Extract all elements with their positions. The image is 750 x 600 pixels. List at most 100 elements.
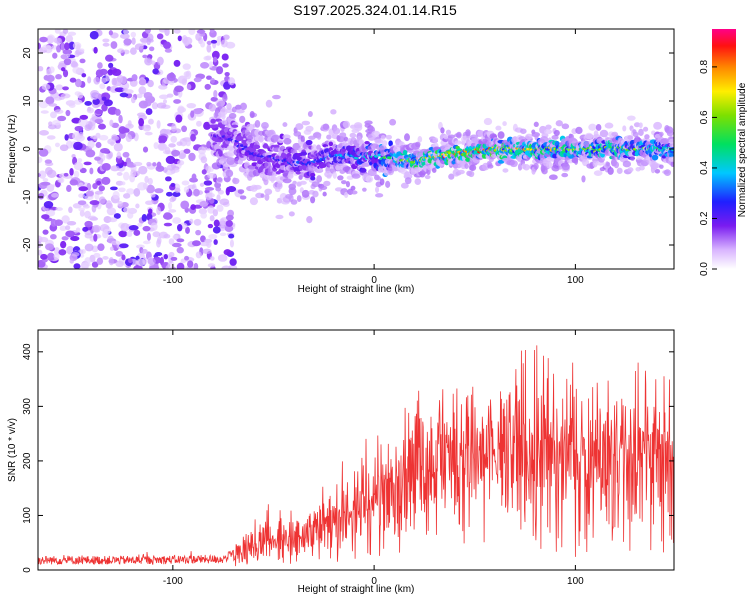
spectrogram-cell xyxy=(389,118,397,126)
spectrogram-cell xyxy=(68,103,76,108)
spectrogram-cell xyxy=(64,134,69,141)
spectrogram-cell xyxy=(323,180,331,187)
snr-frame xyxy=(37,329,675,571)
spectrogram-cell xyxy=(581,175,586,183)
spectrogram-cell xyxy=(260,193,265,198)
spectrogram-cell xyxy=(174,85,184,93)
spectrogram-cell xyxy=(156,206,161,216)
spectrogram-cell xyxy=(66,184,72,192)
spectrogram-cell xyxy=(216,204,224,212)
spectrogram-cell xyxy=(228,112,237,119)
spectrogram-cell xyxy=(659,164,664,169)
spectrogram-cell xyxy=(115,250,124,257)
spectrogram-cell xyxy=(195,251,202,259)
spectrogram-cell xyxy=(630,156,635,161)
spectrogram-cell xyxy=(322,123,330,130)
spectrogram-cell xyxy=(344,191,349,199)
spectrogram-cell xyxy=(150,193,156,198)
spectrogram-cell xyxy=(93,46,98,54)
spectrogram-cell xyxy=(101,176,111,185)
spectrogram-cell xyxy=(91,204,97,213)
spectrogram-cell xyxy=(94,190,104,195)
spectrogram-cell xyxy=(349,132,357,139)
spectrogram-cell xyxy=(254,119,261,128)
spectrogram-cell xyxy=(232,177,237,184)
spectrogram-cell xyxy=(431,167,437,173)
spectrogram-cell xyxy=(224,225,234,233)
spectrogram-cell xyxy=(176,141,183,146)
spectrogram-cell xyxy=(187,184,196,190)
spectrogram-cell xyxy=(38,192,45,200)
spectrogram-cell xyxy=(301,120,311,126)
spectrogram-cell xyxy=(227,150,235,158)
spectrogram-cell xyxy=(174,187,181,193)
spectrogram-cell xyxy=(109,246,115,251)
spectrogram-cell xyxy=(414,178,422,185)
spectrogram-cell xyxy=(140,248,148,254)
spectrogram-cell xyxy=(46,183,55,192)
spectrogram-cell xyxy=(70,61,79,69)
spectrogram-cell xyxy=(545,124,552,130)
spectrogram-cell xyxy=(295,123,304,130)
spectrogram-cell xyxy=(59,144,69,152)
spectrogram-cell xyxy=(111,134,118,140)
spectrogram-cell xyxy=(203,180,213,186)
spectrogram-cell xyxy=(107,69,114,76)
spectrogram-cell xyxy=(74,49,80,58)
spectrogram-cell xyxy=(180,200,190,210)
spectrogram-cell xyxy=(84,232,93,239)
spectrogram-cell xyxy=(110,165,120,172)
spectrogram-cell xyxy=(264,193,270,201)
spectrogram-cell xyxy=(82,226,89,232)
spectrogram-cell xyxy=(163,41,172,50)
snr-y-tick-label: 300 xyxy=(22,398,33,415)
spectrogram-cell xyxy=(207,263,216,268)
spectrogram-cell xyxy=(137,182,147,191)
spectrogram-cell xyxy=(102,42,110,47)
spectrogram-cell xyxy=(185,70,192,80)
spectrogram-cell xyxy=(575,126,583,135)
spectrogram-cell xyxy=(48,103,58,107)
spectrogram-cell xyxy=(158,231,169,239)
spectrogram-cell xyxy=(172,191,181,197)
spectrogram-cell xyxy=(147,79,154,88)
spectrogram-cell xyxy=(268,175,277,182)
spectrogram-cell xyxy=(213,219,220,227)
spectrogram-cell xyxy=(196,120,202,127)
spectrogram-cell xyxy=(197,146,207,155)
spectrogram-cell xyxy=(226,102,232,111)
spectrogram-cell xyxy=(263,143,268,147)
spectrogram-cell xyxy=(118,187,126,193)
spectrogram-cell xyxy=(108,30,114,36)
spectrogram-cell xyxy=(98,185,105,192)
spectrogram-cell xyxy=(212,56,218,63)
spectrogram-cell xyxy=(125,134,133,143)
spectrogram-cell xyxy=(258,135,264,143)
spectrogram-cell xyxy=(154,188,164,194)
spectrogram-cell xyxy=(107,138,116,145)
spectrogram-cell xyxy=(74,125,84,132)
spectrogram-cell xyxy=(77,92,84,99)
spectrogram-cell xyxy=(271,134,280,142)
colorbar-label: Normalized spectral amplitude xyxy=(737,82,748,217)
spectrogram-cell xyxy=(79,265,89,269)
spectrogram-cell xyxy=(65,34,74,43)
spectrogram-cell xyxy=(77,158,83,163)
spectrogram-y-tick-label: 10 xyxy=(22,95,33,107)
spectrogram-cell xyxy=(509,160,518,168)
spectrogram-cell xyxy=(78,186,89,192)
spectrogram-cell xyxy=(62,29,69,34)
spectrogram-cell xyxy=(111,240,121,246)
spectrogram-cell xyxy=(170,135,178,143)
spectrogram-x-tick-label: -100 xyxy=(163,275,183,286)
spectrogram-cell xyxy=(38,236,49,243)
spectrogram-cell xyxy=(350,190,358,195)
spectrogram-cell xyxy=(225,41,236,49)
spectrogram-cell xyxy=(84,101,92,106)
spectrogram-cell xyxy=(136,93,143,99)
spectrogram-cell xyxy=(613,161,620,169)
spectrogram-cell xyxy=(300,151,308,156)
spectrogram-cells xyxy=(38,29,674,269)
spectrogram-cell xyxy=(60,240,67,249)
spectrogram-cell xyxy=(38,100,49,109)
